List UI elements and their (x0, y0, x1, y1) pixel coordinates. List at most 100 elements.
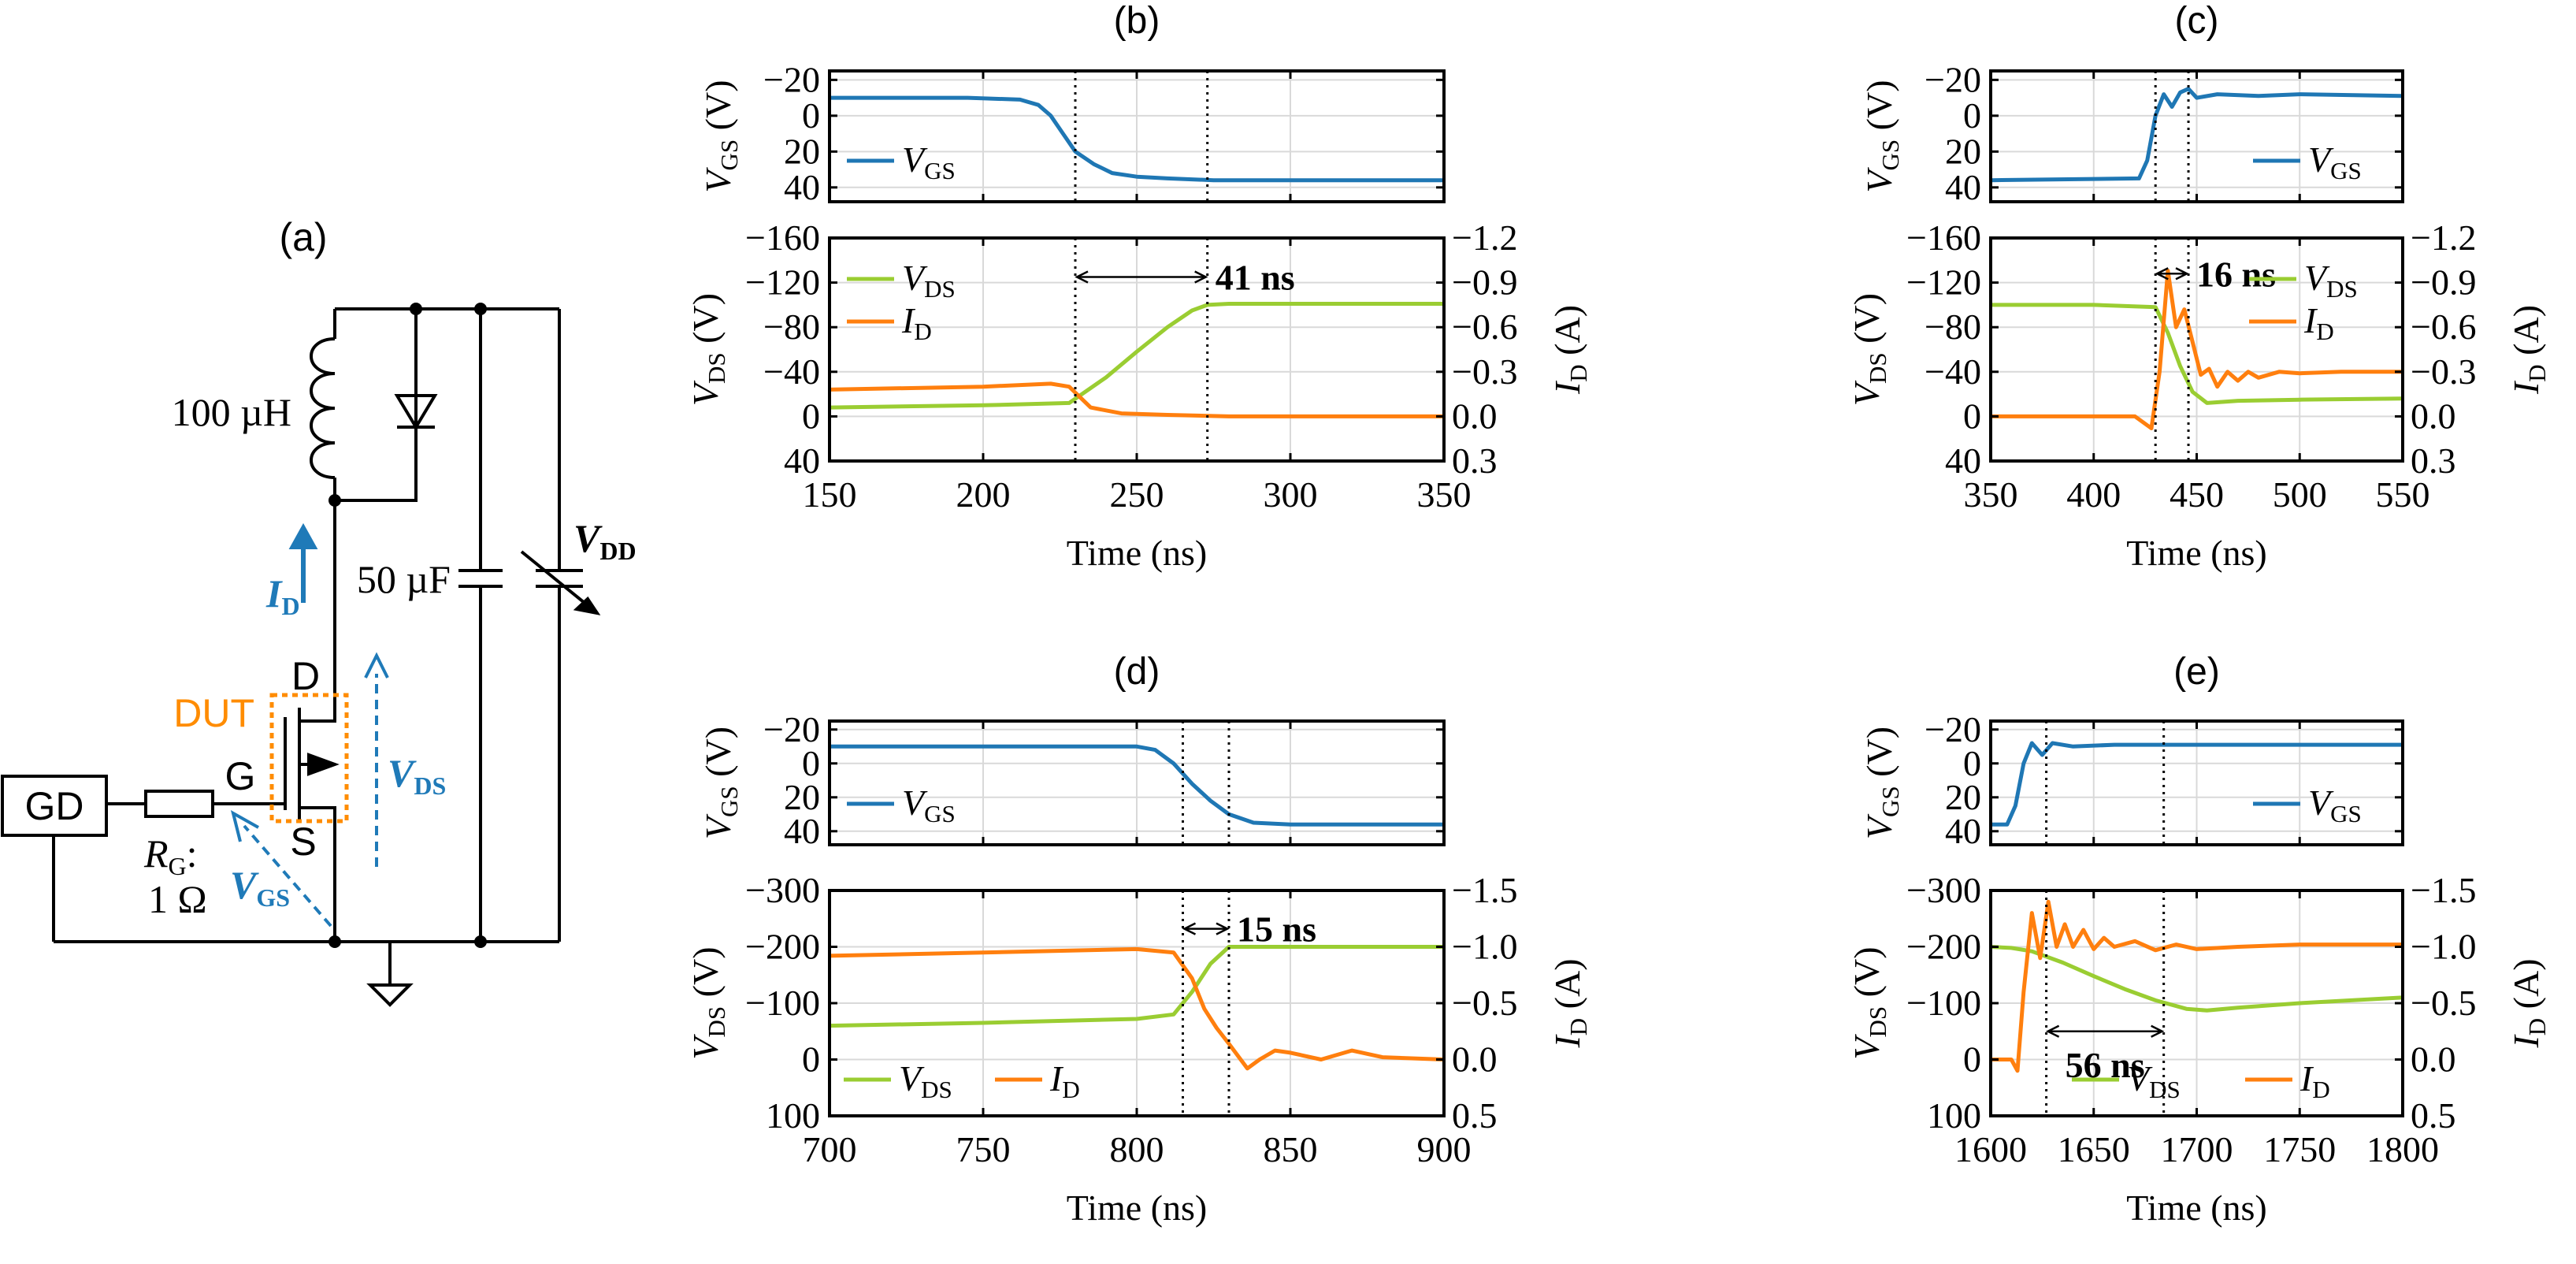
series-line-vgs (830, 95, 1444, 183)
tick-label: −100 (745, 983, 820, 1023)
label-subscript: GS (2330, 157, 2362, 184)
rg-label: RG: (143, 831, 198, 880)
tick-label: 40 (784, 811, 820, 851)
junction-dot (474, 935, 487, 948)
label-subscript: DS (2149, 1076, 2181, 1103)
y-axis-label-vgs: VGS (V) (698, 727, 743, 839)
series-line-vds (829, 945, 1444, 1028)
tick-label: −80 (763, 307, 820, 347)
tick-label: 0.0 (2411, 396, 2456, 436)
y-axis-label-vgs: VGS (V) (1859, 727, 1904, 839)
label-subscript: GS (924, 157, 956, 184)
mosfet-body-arrow (307, 753, 340, 776)
tick-label: −0.6 (1452, 307, 1517, 347)
span-arrowhead (2155, 267, 2169, 281)
rg-label-colon: : (187, 831, 198, 876)
label-symbol: V (902, 258, 928, 298)
tick-label: 500 (2273, 474, 2327, 515)
label-symbol: V (1859, 167, 1899, 193)
label-unit: (V) (698, 80, 738, 139)
label-symbol: I (2506, 380, 2546, 395)
label-symbol: V (899, 1058, 925, 1099)
supply-label-sub: DD (599, 537, 636, 565)
tick-label: 0 (1963, 743, 1981, 783)
tick-label: 1650 (2058, 1129, 2130, 1169)
tick-label: −1.2 (1452, 217, 1517, 258)
label-subscript: D (2523, 364, 2551, 381)
vgs-label: VGS (230, 863, 290, 912)
tick-label: −1.0 (1452, 927, 1517, 967)
legend-label: VDS (902, 258, 956, 303)
tick-label: 400 (2066, 474, 2121, 515)
y-axis-label-vgs: VGS (V) (698, 80, 743, 192)
tick-label: −200 (1906, 927, 1981, 967)
supply-variable-arrowhead (573, 596, 601, 615)
label-symbol: V (1847, 380, 1887, 406)
tick-label: 20 (784, 131, 820, 171)
span-label: 15 ns (1237, 909, 1316, 950)
tick-label: −40 (763, 351, 820, 392)
label-unit: (V) (1847, 293, 1887, 352)
label-subscript: D (914, 318, 931, 345)
circuit-labels: 100 µH 50 µF VDD ID VDS VGS DUT D G S GD… (25, 390, 637, 921)
tick-label: 20 (784, 777, 820, 817)
tick-label: 750 (956, 1129, 1011, 1169)
tick-label: 1750 (2263, 1129, 2336, 1169)
tick-label: 150 (803, 474, 857, 515)
label-symbol: I (2299, 1058, 2314, 1099)
panel-title: (d) (1114, 651, 1160, 693)
tick-label: −0.9 (1452, 262, 1517, 303)
supply-label-main: V (573, 516, 603, 560)
series-line-vgs (1990, 87, 2403, 183)
tick-label: −1.5 (2411, 870, 2476, 910)
label-unit: (A) (2506, 958, 2546, 1017)
tick-label: 0.5 (2411, 1095, 2456, 1136)
tick-label: −120 (1906, 262, 1981, 303)
label-symbol: I (2506, 1034, 2546, 1049)
diode-symbol (394, 394, 438, 430)
gate-driver-label: GD (25, 784, 84, 828)
label-subscript: DS (703, 1006, 730, 1038)
tick-label: 850 (1264, 1129, 1318, 1169)
label-unit: (V) (1859, 727, 1899, 786)
tick-label: 100 (1927, 1095, 1981, 1136)
tick-label: −0.5 (2411, 983, 2476, 1023)
label-symbol: I (1049, 1058, 1064, 1099)
tick-label: 900 (1417, 1129, 1472, 1169)
tick-label: 40 (784, 167, 820, 207)
drain-label: D (291, 654, 320, 698)
tick-label: 200 (956, 474, 1011, 515)
x-axis-label: Time (ns) (1067, 533, 1208, 573)
y-axis-label-right: ID (A) (2506, 958, 2551, 1048)
tick-label: 0.5 (1452, 1095, 1498, 1136)
label-symbol: I (2303, 300, 2318, 340)
tick-label: 1600 (1954, 1129, 2027, 1169)
x-axis-label: Time (ns) (2126, 533, 2267, 573)
x-axis-label: Time (ns) (2126, 1188, 2267, 1228)
label-subscript: GS (1876, 139, 1904, 171)
x-axis-label: Time (ns) (1067, 1188, 1208, 1228)
label-unit: (V) (1859, 80, 1899, 139)
tick-label: −40 (1925, 351, 1981, 392)
label-subscript: D (1565, 364, 1592, 381)
junction-dot (328, 494, 341, 507)
tick-label: 40 (1945, 167, 1981, 207)
dut-box (269, 693, 349, 823)
label-unit: (V) (698, 727, 738, 786)
tick-label: 1800 (2366, 1129, 2439, 1169)
panel-d: (d)15 ns−2002040−300−200−1000100−1.5−1.0… (685, 651, 1592, 1228)
tick-label: −0.9 (2411, 262, 2476, 303)
tick-label: 40 (1945, 441, 1981, 481)
panel-e: (e)56 ns−2002040−300−200−1000100−1.5−1.0… (1847, 651, 2551, 1228)
vgs-label-main: V (230, 863, 259, 907)
source-label: S (290, 820, 316, 864)
y-axis-label-left: VDS (V) (1847, 293, 1891, 406)
vgs-arrow (243, 824, 332, 928)
y-axis-label-left: VDS (V) (685, 946, 730, 1059)
ground-symbol (366, 983, 414, 1007)
id-arrowhead (288, 522, 318, 549)
label-unit: (V) (1847, 946, 1887, 1006)
tick-label: −300 (745, 870, 820, 910)
label-subscript: D (2316, 318, 2333, 345)
label-subscript: D (2523, 1018, 2551, 1035)
